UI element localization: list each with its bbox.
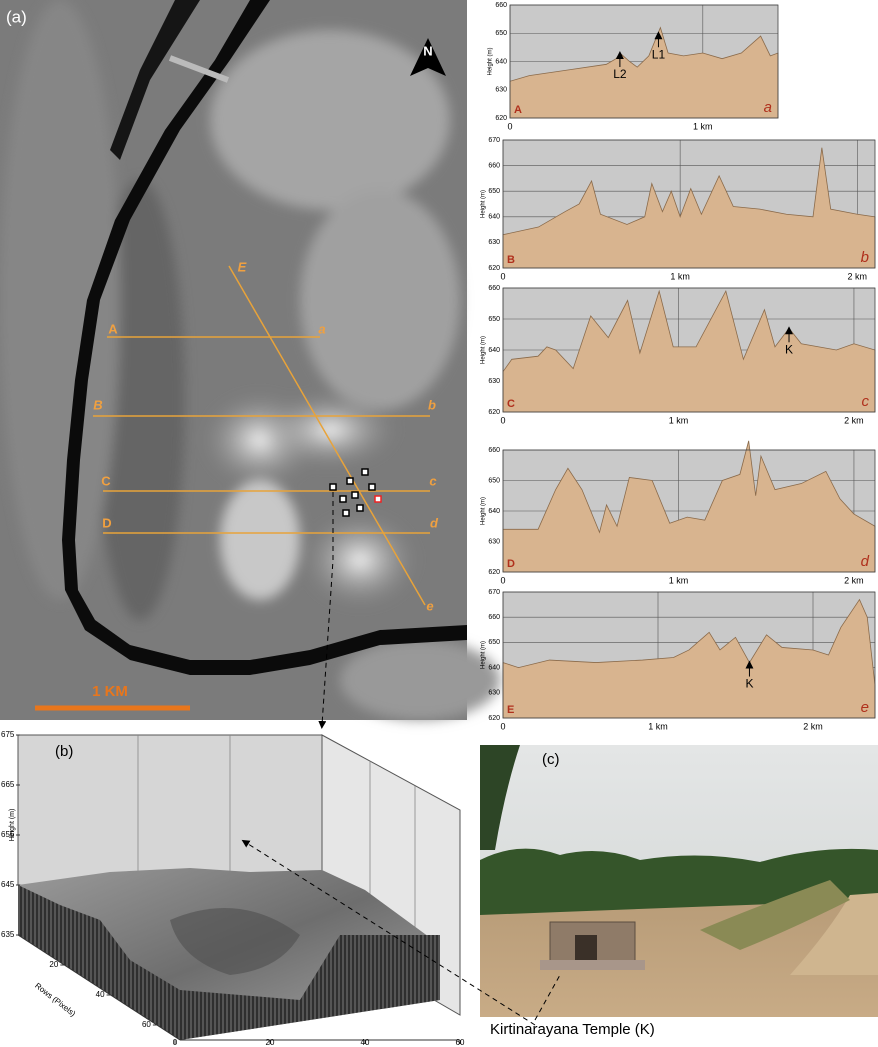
col-tick-label: 20: [266, 1038, 275, 1047]
y-axis-label: Height (m): [481, 190, 487, 218]
y-tick-label: 650: [488, 639, 500, 646]
y-tick-label: 640: [495, 58, 507, 65]
y-tick-label: 660: [488, 447, 500, 454]
profile-start-label: C: [507, 398, 515, 410]
panel-b: (b) Height (m) Rows (Pixels): [9, 735, 460, 1040]
profile-start-label: A: [514, 104, 522, 116]
y-tick-label: 650: [488, 188, 500, 195]
x-tick-label: 0: [507, 121, 512, 131]
x-tick-label: 0: [500, 415, 505, 425]
y-tick-label: 635: [1, 930, 15, 939]
x-tick-label: 1 km: [670, 271, 690, 281]
y-tick-label: 630: [488, 378, 500, 385]
x-tick-label: 2 km: [844, 575, 864, 585]
profile-line-label: B: [93, 397, 102, 412]
y-tick-label: 645: [1, 880, 15, 889]
x-tick-label: 2 km: [848, 271, 868, 281]
y-axis-label: Height (m): [488, 47, 494, 75]
y-tick-label: 660: [488, 614, 500, 621]
x-tick-label: 1 km: [669, 575, 689, 585]
profile-line-label: D: [102, 515, 111, 530]
row-tick-label: 60: [142, 1020, 151, 1029]
profile-start-label: D: [507, 558, 515, 570]
col-tick-label: 40: [361, 1038, 370, 1047]
x-tick-label: 2 km: [803, 721, 823, 731]
y-tick-label: 650: [488, 316, 500, 323]
photo-caption: Kirtinarayana Temple (K): [490, 1021, 655, 1038]
y-tick-label: 620: [488, 265, 500, 272]
profile-charts: 62063064065066001 kmHeight (m)AaL2L16206…: [481, 2, 875, 732]
profile-end-label: d: [861, 553, 870, 570]
y-tick-label: 660: [495, 2, 507, 9]
panel-label: (c): [542, 751, 560, 768]
panel-c: (c) Kirtinarayana Temple (K): [480, 745, 878, 1038]
profile-end-label: a: [764, 99, 772, 116]
y-axis-label: Height (m): [481, 497, 487, 525]
col-tick-label: 0: [173, 1038, 178, 1047]
x-tick-label: 2 km: [844, 415, 864, 425]
y-tick-label: 630: [488, 690, 500, 697]
profile-line-label: c: [429, 473, 437, 488]
y-tick-label: 640: [488, 664, 500, 671]
profile-line-label: C: [101, 473, 111, 488]
x-tick-label: 1 km: [669, 415, 689, 425]
y-tick-label: 665: [1, 780, 15, 789]
y-tick-label: 670: [488, 137, 500, 144]
row-tick-label: 40: [96, 990, 105, 999]
profile-line-label: a: [318, 321, 325, 336]
profile-line-label: A: [108, 321, 118, 336]
panel-label: (b): [55, 743, 73, 760]
x-tick-label: 0: [500, 575, 505, 585]
annotation-label: K: [745, 677, 753, 691]
scale-label: 1 KM: [92, 683, 128, 700]
profile-line-label: b: [428, 397, 436, 412]
photo-temple-base: [540, 960, 645, 970]
x-tick-label: 1 km: [648, 721, 668, 731]
profile-line-label: e: [426, 598, 433, 613]
y-axis-label: Height (m): [481, 641, 487, 669]
profile-start-label: B: [507, 254, 515, 266]
profile-line-label: E: [238, 259, 247, 274]
y-tick-label: 640: [488, 508, 500, 515]
panel-label: (a): [6, 7, 27, 26]
x-tick-label: 0: [500, 721, 505, 731]
x-tick-label: 0: [500, 271, 505, 281]
y-tick-label: 620: [488, 715, 500, 722]
y-tick-label: 655: [1, 830, 15, 839]
x-tick-label: 1 km: [693, 121, 713, 131]
y-tick-label: 670: [488, 589, 500, 596]
figure: N 1 KM (a) (b) Height (m) Rows (Pixels) …: [0, 0, 878, 1047]
y-tick-label: 620: [488, 409, 500, 416]
row-tick-label: 20: [49, 960, 58, 969]
y-tick-label: 630: [495, 87, 507, 94]
y-tick-label: 650: [488, 477, 500, 484]
y-tick-label: 640: [488, 347, 500, 354]
y-tick-label: 660: [488, 285, 500, 292]
north-label: N: [423, 43, 432, 58]
y-tick-label: 630: [488, 538, 500, 545]
profile-end-label: c: [862, 393, 870, 410]
y-tick-label: 660: [488, 162, 500, 169]
rows-axis-label: Rows (Pixels): [33, 981, 77, 1018]
y-tick-label: 620: [495, 115, 507, 122]
profile-line-label: d: [430, 515, 439, 530]
annotation-label: L2: [613, 67, 627, 81]
photo-temple-door: [575, 935, 597, 960]
y-tick-label: 620: [488, 569, 500, 576]
y-axis-label: Height (m): [481, 336, 487, 364]
y-tick-label: 650: [495, 30, 507, 37]
annotation-label: K: [785, 342, 793, 356]
y-tick-label: 675: [1, 730, 15, 739]
y-tick-label: 640: [488, 214, 500, 221]
panel-a: N 1 KM (a): [0, 0, 500, 720]
y-tick-label: 630: [488, 239, 500, 246]
profile-end-label: e: [861, 699, 869, 716]
annotation-label: L1: [652, 47, 666, 61]
profile-start-label: E: [507, 704, 514, 716]
col-tick-label: 60: [456, 1038, 465, 1047]
profile-end-label: b: [861, 249, 869, 266]
